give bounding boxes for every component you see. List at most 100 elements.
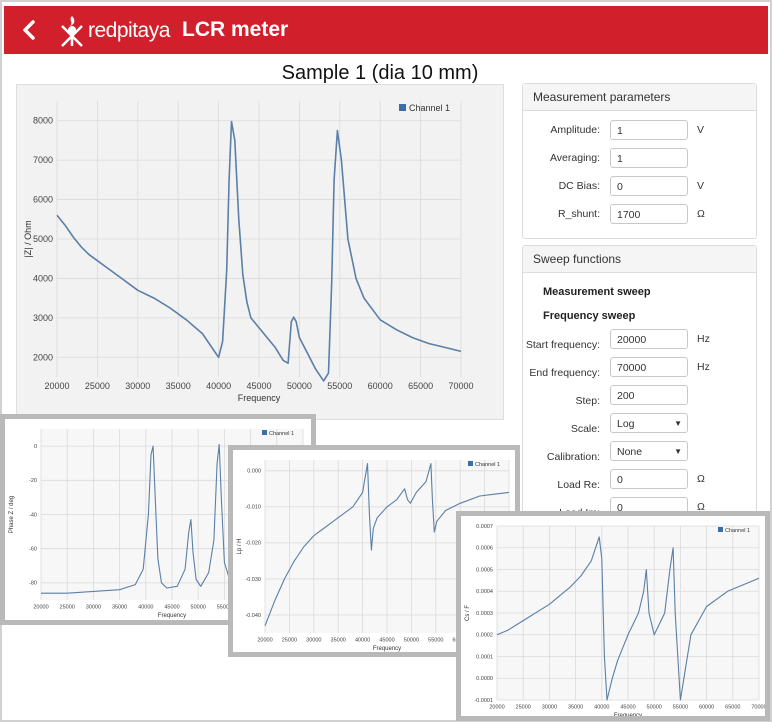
y-tick-label: 0.0007 bbox=[476, 524, 493, 530]
x-tick-label: 35000 bbox=[166, 381, 191, 391]
dc-bias-unit: V bbox=[697, 180, 705, 192]
calibration-select-value: None bbox=[617, 446, 643, 458]
x-tick-label: 35000 bbox=[331, 638, 346, 644]
load-re-input[interactable]: 0 bbox=[610, 469, 688, 489]
y-tick-label: -0.020 bbox=[245, 541, 261, 547]
x-axis-label: Frequency bbox=[158, 613, 186, 619]
load-im-unit: Ω bbox=[697, 501, 705, 513]
measurement-sweep-heading[interactable]: Measurement sweep bbox=[543, 286, 651, 298]
scale-select-value: Log bbox=[617, 418, 635, 430]
y-axis-label: |Z| / Ohm bbox=[23, 220, 33, 257]
measurement-panel-heading: Measurement parameters bbox=[523, 84, 756, 111]
series-line bbox=[496, 536, 760, 701]
legend-label: Channel 1 bbox=[269, 431, 294, 437]
app-title: LCR meter bbox=[182, 18, 289, 41]
x-tick-label: 60000 bbox=[699, 705, 714, 711]
y-tick-label: -0.010 bbox=[245, 505, 261, 511]
x-tick-label: 50000 bbox=[191, 605, 206, 611]
sweep-panel-heading: Sweep functions bbox=[523, 246, 756, 273]
x-tick-label: 65000 bbox=[725, 705, 740, 711]
legend-swatch bbox=[262, 430, 267, 435]
legend-swatch bbox=[468, 461, 473, 466]
end-frequency-input[interactable]: 70000 bbox=[610, 357, 688, 377]
calibration-select[interactable]: None ▼ bbox=[610, 441, 688, 461]
brand-name: redpitaya bbox=[88, 19, 170, 42]
x-axis-label: Frequency bbox=[238, 393, 281, 403]
x-tick-label: 20000 bbox=[33, 605, 48, 611]
impedance-chart: 20000 25000 30000 35000 40000 45000 50000 55000… bbox=[16, 84, 504, 420]
scale-select[interactable]: Log ▼ bbox=[610, 413, 688, 433]
x-tick-label: 35000 bbox=[568, 705, 583, 711]
x-axis-label: Frequency bbox=[614, 713, 642, 716]
y-tick-label: 0.0004 bbox=[476, 589, 493, 595]
y-tick-label: 5000 bbox=[33, 234, 53, 244]
y-tick-label: -80 bbox=[29, 581, 37, 587]
x-tick-label: 30000 bbox=[306, 638, 321, 644]
x-tick-label: 35000 bbox=[112, 605, 127, 611]
step-input[interactable]: 200 bbox=[610, 385, 688, 405]
averaging-input[interactable]: 1 bbox=[610, 148, 688, 168]
y-tick-label: 0.0000 bbox=[476, 676, 493, 682]
sample-title: Sample 1 (dia 10 mm) bbox=[281, 62, 479, 84]
y-tick-label: -60 bbox=[29, 547, 37, 553]
x-tick-label: 30000 bbox=[542, 705, 557, 711]
calibration-label: Calibration: bbox=[546, 451, 600, 463]
y-axis-label: Cs / F bbox=[465, 605, 471, 621]
x-tick-label: 60000 bbox=[368, 381, 393, 391]
capacitance-chart: 20000 25000 30000 35000 40000 45000 50000 55000… bbox=[456, 511, 770, 721]
y-tick-label: 0.0002 bbox=[476, 633, 493, 639]
legend-swatch bbox=[718, 527, 723, 532]
end-frequency-unit: Hz bbox=[697, 361, 710, 373]
x-tick-label: 45000 bbox=[620, 705, 635, 711]
chart-svg: 20000 25000 30000 35000 40000 45000 50000 55000… bbox=[465, 524, 765, 716]
scale-label: Scale: bbox=[570, 423, 600, 435]
chevron-down-icon: ▼ bbox=[674, 419, 682, 428]
x-tick-label: 25000 bbox=[516, 705, 531, 711]
start-frequency-input[interactable]: 20000 bbox=[610, 329, 688, 349]
y-tick-label: 8000 bbox=[33, 116, 53, 126]
back-icon[interactable] bbox=[20, 20, 40, 40]
series-line bbox=[56, 120, 462, 382]
y-tick-label: -0.040 bbox=[245, 613, 261, 619]
x-tick-label: 40000 bbox=[206, 381, 231, 391]
measurement-panel: Measurement parameters Amplitude: 1 V Av… bbox=[522, 83, 757, 239]
x-tick-label: 70000 bbox=[448, 381, 473, 391]
r-shunt-input[interactable]: 1700 bbox=[610, 204, 688, 224]
y-tick-label: 0.000 bbox=[247, 469, 261, 475]
y-tick-label: 6000 bbox=[33, 195, 53, 205]
x-tick-label: 25000 bbox=[85, 381, 110, 391]
x-tick-label: 50000 bbox=[647, 705, 662, 711]
legend-label: Channel 1 bbox=[475, 462, 500, 468]
x-tick-label: 50000 bbox=[287, 381, 312, 391]
x-tick-label: 45000 bbox=[379, 638, 394, 644]
sweep-panel: Sweep functions Measurement sweep Freque… bbox=[522, 245, 757, 522]
redpitaya-logo-icon bbox=[56, 14, 88, 48]
load-re-unit: Ω bbox=[697, 473, 705, 485]
y-tick-label: 0.0001 bbox=[476, 654, 493, 660]
frequency-sweep-heading[interactable]: Frequency sweep bbox=[543, 310, 636, 322]
y-tick-label: 2000 bbox=[33, 352, 53, 362]
x-tick-label: 30000 bbox=[86, 605, 101, 611]
x-tick-label: 40000 bbox=[355, 638, 370, 644]
load-re-label: Load Re: bbox=[557, 479, 600, 491]
amplitude-input[interactable]: 1 bbox=[610, 120, 688, 140]
legend-label: Channel 1 bbox=[725, 528, 750, 534]
y-axis-label: Lp / H bbox=[237, 538, 243, 554]
x-tick-label: 40000 bbox=[594, 705, 609, 711]
averaging-label: Averaging: bbox=[549, 152, 600, 164]
y-tick-label: 3000 bbox=[33, 313, 53, 323]
x-tick-label: 55000 bbox=[217, 605, 232, 611]
dc-bias-input[interactable]: 0 bbox=[610, 176, 688, 196]
x-tick-label: 45000 bbox=[164, 605, 179, 611]
chevron-down-icon: ▼ bbox=[674, 447, 682, 456]
chart-svg: 20000 25000 30000 35000 40000 45000 50000 55000… bbox=[23, 101, 474, 403]
y-tick-label: -0.030 bbox=[245, 577, 261, 583]
y-axis-label: Phase Z / deg bbox=[9, 496, 15, 533]
x-tick-label: 50000 bbox=[404, 638, 419, 644]
x-tick-label: 25000 bbox=[282, 638, 297, 644]
x-tick-label: 55000 bbox=[428, 638, 443, 644]
x-tick-label: 45000 bbox=[246, 381, 271, 391]
y-tick-label: 0 bbox=[34, 444, 37, 450]
r-shunt-unit: Ω bbox=[697, 208, 705, 220]
